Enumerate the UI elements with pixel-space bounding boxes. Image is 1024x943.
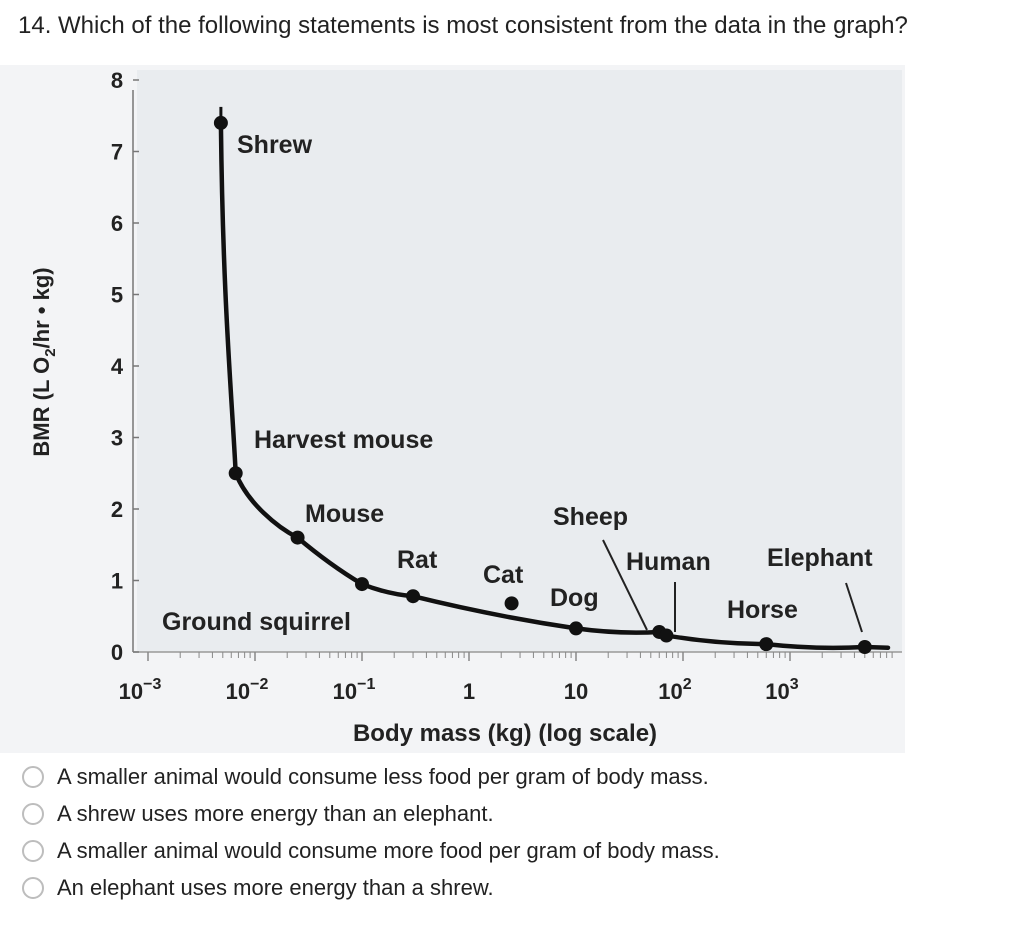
radio-button-2[interactable]: [22, 802, 44, 825]
answer-option-label: An elephant uses more energy than a shre…: [57, 874, 494, 900]
x-tick-label: 10: [564, 679, 588, 704]
animal-label-sheep: Sheep: [553, 503, 628, 531]
data-point-shrew: [213, 115, 228, 130]
x-axis-label: Body mass (kg) (log scale): [353, 720, 657, 747]
animal-label-elephant: Elephant: [767, 544, 873, 572]
animal-label-dog: Dog: [550, 584, 599, 612]
y-tick-label: 4: [111, 354, 124, 379]
animal-label-horse: Horse: [727, 596, 798, 624]
answer-option-label: A shrew uses more energy than an elephan…: [57, 800, 494, 826]
data-point-ground-squirrel: [355, 577, 369, 592]
question-text: 14. Which of the following statements is…: [18, 12, 908, 39]
data-point-mouse: [290, 530, 305, 545]
y-tick-label: 3: [111, 426, 123, 451]
animal-label-ground: Ground squirrel: [162, 608, 351, 636]
radio-button-3[interactable]: [22, 839, 44, 862]
answer-option-3[interactable]: A smaller animal would consume more food…: [22, 832, 720, 869]
animal-label-harvest: Harvest mouse: [254, 426, 433, 454]
y-tick-label: 2: [111, 497, 123, 522]
answer-option-1[interactable]: A smaller animal would consume less food…: [22, 758, 720, 795]
animal-label-mouse: Mouse: [305, 500, 384, 528]
y-tick-label: 5: [111, 283, 123, 308]
x-tick-label: 10−3: [119, 676, 162, 704]
radio-button-4[interactable]: [22, 876, 44, 899]
x-tick-label: 102: [658, 676, 691, 704]
y-tick-label: 7: [111, 140, 123, 165]
animal-label-cat: Cat: [483, 561, 524, 589]
x-tick-label: 10−1: [333, 676, 376, 704]
sheep-pointer-line: [602, 539, 648, 631]
data-point-cat: [504, 596, 519, 611]
data-point-harvest-mouse: [228, 466, 243, 481]
y-axis-label: BMR (L O2/hr • kg): [29, 267, 59, 456]
animal-label-human: Human: [626, 548, 711, 576]
plot-area: [137, 70, 902, 652]
data-point-horse: [759, 637, 774, 652]
answer-option-2[interactable]: A shrew uses more energy than an elephan…: [22, 795, 720, 832]
answer-option-4[interactable]: An elephant uses more energy than a shre…: [22, 869, 720, 906]
elephant-pointer-line: [845, 582, 863, 633]
y-tick-label: 6: [111, 211, 123, 236]
answer-option-label: A smaller animal would consume more food…: [57, 837, 720, 863]
data-point-dog: [569, 621, 583, 636]
y-tick-label: 8: [111, 68, 123, 93]
animal-label-rat: Rat: [397, 546, 438, 574]
animal-label-shrew: Shrew: [237, 131, 313, 159]
x-tick-label: 1: [463, 679, 475, 704]
x-tick-label: 103: [765, 676, 798, 704]
bmr-chart: 0 1 2 3 4 5 6 7 8 10−3 10−2 10−1 1 10 102 103 Body mass …: [0, 65, 905, 753]
data-point-rat: [406, 589, 421, 604]
answer-options: A smaller animal would consume less food…: [22, 758, 720, 906]
answer-option-label: A smaller animal would consume less food…: [57, 763, 709, 789]
y-tick-label: 0: [111, 640, 123, 665]
x-tick-label: 10−2: [226, 676, 269, 704]
y-tick-label: 1: [111, 569, 123, 594]
data-point-elephant: [857, 639, 872, 654]
radio-button-1[interactable]: [22, 765, 44, 788]
data-point-human: [659, 628, 674, 643]
